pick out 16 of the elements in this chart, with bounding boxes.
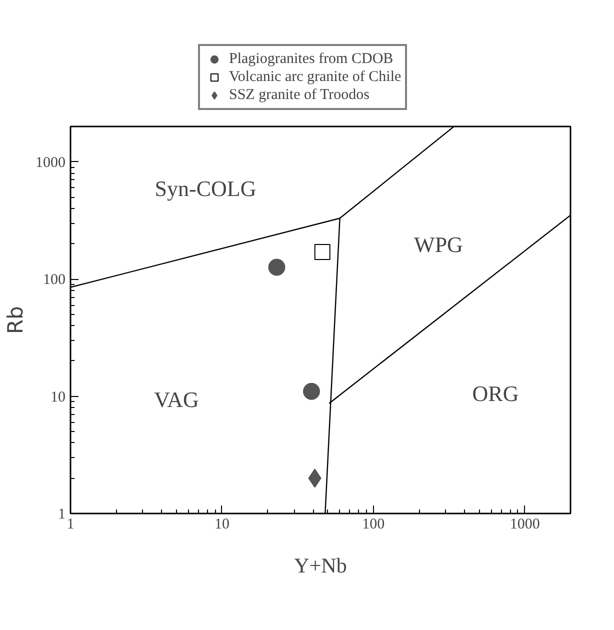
y-tick-label: 1 <box>58 506 66 522</box>
x-tick-label: 1000 <box>510 516 540 532</box>
y-tick-label: 100 <box>43 272 66 288</box>
y-axis-title: Rb <box>4 306 28 334</box>
legend-label: Plagiogranites from CDOB <box>229 50 394 68</box>
legend-label: Volcanic arc granite of Chile <box>229 68 402 86</box>
y-tick-label: 10 <box>50 389 66 406</box>
y-tick-label: 1000 <box>36 154 66 171</box>
annotation: ORG <box>472 381 519 406</box>
x-tick-label: 100 <box>362 516 385 532</box>
annotation: VAG <box>154 386 200 412</box>
annotation: WPG <box>414 232 464 258</box>
x-axis-title: Y+Nb <box>294 554 347 578</box>
annotation: Syn-COLG <box>154 176 256 201</box>
x-tick-label: 10 <box>214 516 230 532</box>
legend-label: SSZ granite of Troodos <box>229 86 370 104</box>
